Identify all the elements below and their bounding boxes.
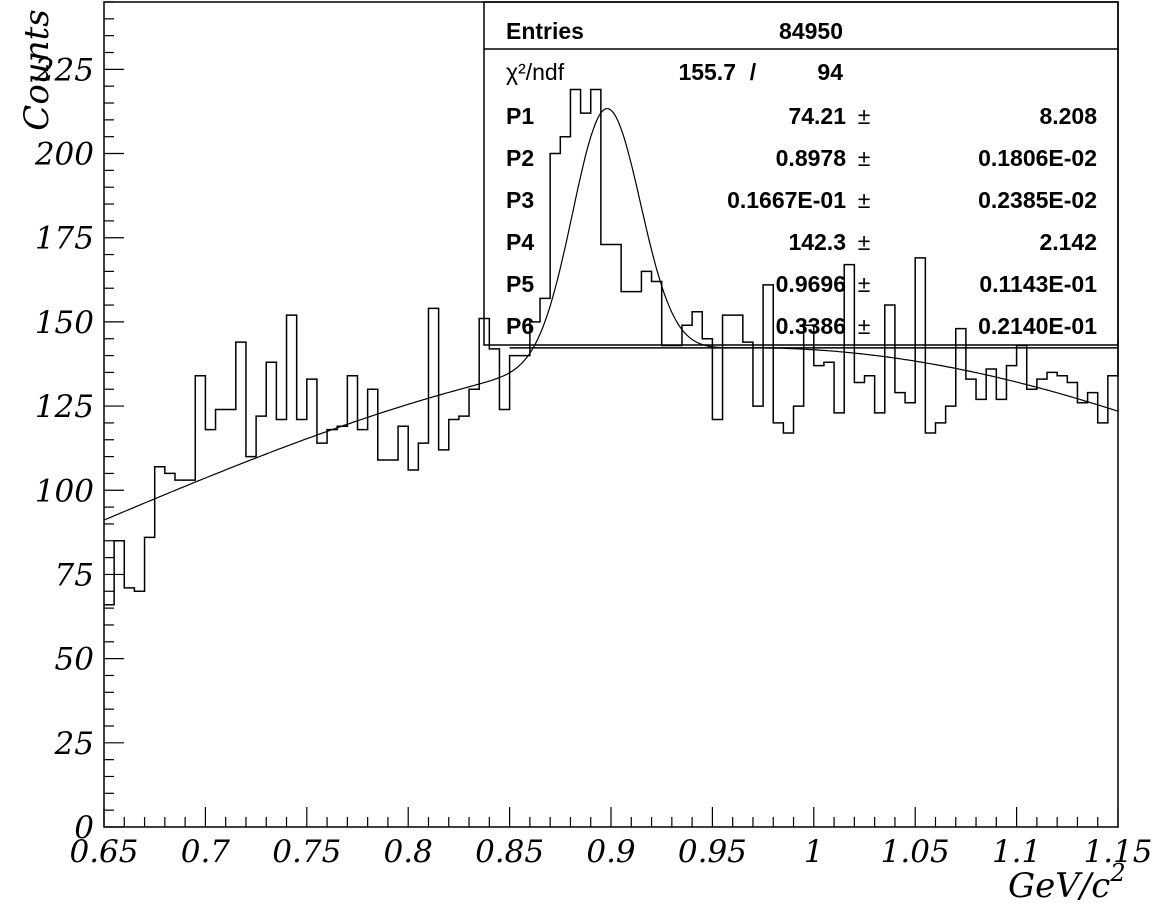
stats-param-error: 0.1806E-02	[978, 145, 1097, 171]
y-tick-label: 50	[55, 642, 94, 678]
stats-chi-value: 155.7	[678, 59, 736, 85]
x-tick-label: 0.65	[69, 834, 138, 870]
y-tick-label: 150	[35, 305, 94, 341]
y-tick-label: 225	[34, 52, 94, 88]
x-axis-title: GeV/c2	[1008, 859, 1126, 904]
x-tick-label: 0.8	[384, 834, 433, 870]
x-tick-label: 1.15	[1083, 834, 1152, 870]
stats-param-pm: ±	[858, 103, 871, 129]
stats-param-name: P5	[506, 271, 534, 297]
stats-param-name: P1	[506, 103, 534, 129]
y-tick-label: 0	[74, 810, 94, 846]
stats-param-pm: ±	[858, 229, 871, 255]
stats-param-value: 0.8978	[776, 145, 847, 171]
stats-param-value: 0.3386	[776, 313, 846, 339]
stats-param-name: P6	[506, 313, 534, 339]
stats-box: Entries 84950 χ²/ndf 155.7 / 94 P1 74.21 ±…	[483, 1, 1119, 346]
fit-curve	[103, 108, 1119, 521]
stats-param-value: 0.1667E-01	[727, 187, 846, 213]
stats-param-error: 0.2385E-02	[978, 187, 1097, 213]
y-tick-label: 100	[35, 473, 94, 509]
stats-param-pm: ±	[858, 187, 871, 213]
stats-param-pm: ±	[858, 145, 871, 171]
y-tick-label: 175	[35, 221, 94, 257]
x-tick-label: 1.1	[992, 834, 1041, 870]
x-tick-label: 1	[804, 834, 824, 870]
stats-param-error: 8.208	[1039, 103, 1097, 129]
stats-param-value: 142.3	[788, 229, 846, 255]
stats-entries-value: 84950	[779, 18, 843, 44]
histogram-outline	[104, 88, 1119, 606]
y-tick-label: 125	[35, 389, 94, 425]
x-tick-label: 0.95	[678, 834, 747, 870]
stats-param-value: 74.21	[788, 103, 846, 129]
stats-param-name: P3	[506, 187, 534, 213]
stats-entries-label: Entries	[506, 18, 584, 44]
x-axis-title-superscript: 2	[1109, 859, 1125, 887]
stats-param-rows: P1 74.21 ±8.208 P2 0.8978 ±0.1806E-02 P3 0.1667…	[506, 103, 1097, 339]
axis-tick-labels: 0.65 0.7 0.75 0.8 0.85 0.9 0.95 1 1.05 1.1 1.15 0 25…	[34, 52, 1153, 870]
stats-param-error: 0.2140E-01	[978, 313, 1097, 339]
stats-chi-label: χ²/ndf	[506, 59, 565, 85]
y-tick-label: 200	[34, 137, 94, 173]
x-tick-label: 1.05	[881, 834, 950, 870]
stats-ndf-value: 94	[817, 59, 843, 85]
stats-param-pm: ±	[858, 271, 871, 297]
stats-box-frame	[483, 1, 1119, 346]
stats-param-pm: ±	[858, 313, 871, 339]
stats-param-name: P4	[506, 229, 534, 255]
stats-param-name: P2	[506, 145, 534, 171]
stats-param-error: 2.142	[1039, 229, 1097, 255]
x-tick-label: 0.7	[181, 834, 231, 870]
x-tick-label: 0.85	[475, 834, 544, 870]
plot-frame	[103, 1, 1119, 828]
stats-param-value: 0.9696	[776, 271, 846, 297]
axis-ticks	[103, 1, 1119, 828]
x-axis-title-main: GeV/c	[1008, 866, 1110, 904]
y-tick-label: 25	[54, 726, 94, 762]
stats-param-error: 0.1143E-01	[979, 271, 1097, 297]
x-tick-label: 0.75	[272, 834, 341, 870]
y-axis-title: Counts	[17, 9, 57, 130]
x-tick-label: 0.9	[586, 834, 635, 870]
stats-chi-separator: /	[750, 59, 757, 85]
y-tick-label: 75	[55, 557, 94, 593]
